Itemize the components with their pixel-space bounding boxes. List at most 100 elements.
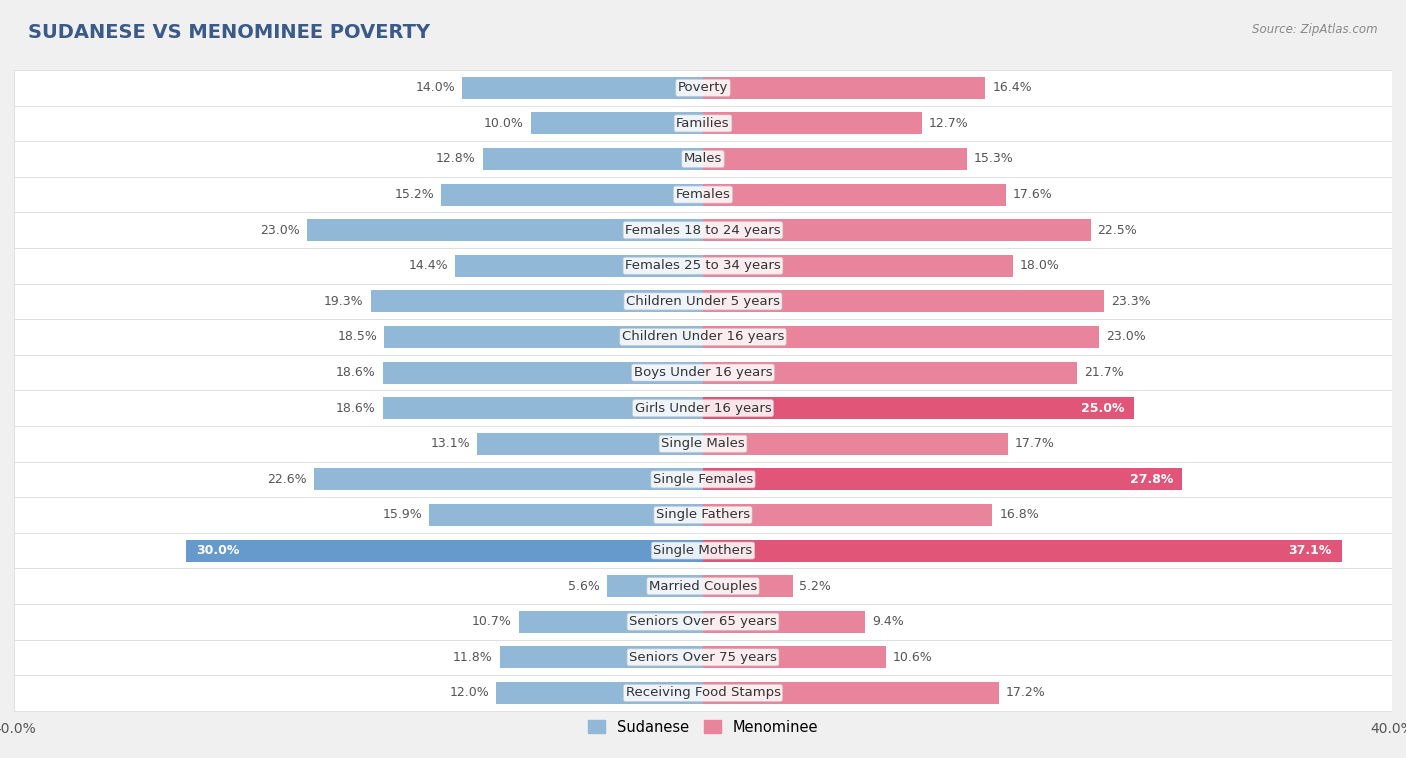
Text: 17.7%: 17.7% — [1015, 437, 1054, 450]
Text: Girls Under 16 years: Girls Under 16 years — [634, 402, 772, 415]
Text: Poverty: Poverty — [678, 81, 728, 94]
Bar — [703, 647, 886, 669]
Bar — [703, 255, 1012, 277]
Text: Males: Males — [683, 152, 723, 165]
Text: 12.7%: 12.7% — [928, 117, 969, 130]
Bar — [14, 70, 1392, 105]
Text: 5.6%: 5.6% — [568, 580, 599, 593]
Bar — [703, 77, 986, 99]
Text: 22.5%: 22.5% — [1098, 224, 1137, 236]
Bar — [703, 219, 1091, 241]
Bar — [14, 177, 1392, 212]
Bar — [14, 248, 1392, 283]
Text: 27.8%: 27.8% — [1130, 473, 1173, 486]
Text: Married Couples: Married Couples — [650, 580, 756, 593]
Text: 19.3%: 19.3% — [323, 295, 364, 308]
Bar — [14, 640, 1392, 675]
Bar — [703, 468, 1182, 490]
Text: 30.0%: 30.0% — [197, 544, 240, 557]
Text: 11.8%: 11.8% — [453, 651, 494, 664]
Text: Seniors Over 65 years: Seniors Over 65 years — [628, 615, 778, 628]
Text: SUDANESE VS MENOMINEE POVERTY: SUDANESE VS MENOMINEE POVERTY — [28, 23, 430, 42]
Text: Boys Under 16 years: Boys Under 16 years — [634, 366, 772, 379]
Text: 5.2%: 5.2% — [800, 580, 831, 593]
Text: 10.7%: 10.7% — [472, 615, 512, 628]
Text: 14.0%: 14.0% — [415, 81, 456, 94]
Text: Single Mothers: Single Mothers — [654, 544, 752, 557]
Bar — [14, 462, 1392, 497]
Text: Single Fathers: Single Fathers — [657, 509, 749, 522]
Text: 18.5%: 18.5% — [337, 330, 377, 343]
Bar — [703, 362, 1077, 384]
Text: 12.0%: 12.0% — [450, 687, 489, 700]
Bar — [703, 183, 1007, 205]
Bar — [482, 148, 703, 170]
Legend: Sudanese, Menominee: Sudanese, Menominee — [582, 714, 824, 741]
Text: 17.2%: 17.2% — [1007, 687, 1046, 700]
Text: 10.0%: 10.0% — [484, 117, 524, 130]
Bar — [14, 533, 1392, 568]
Bar — [382, 362, 703, 384]
Bar — [186, 540, 703, 562]
Bar — [703, 433, 1008, 455]
Text: 23.0%: 23.0% — [260, 224, 299, 236]
Text: 21.7%: 21.7% — [1084, 366, 1123, 379]
Text: Children Under 5 years: Children Under 5 years — [626, 295, 780, 308]
Bar — [371, 290, 703, 312]
Text: Children Under 16 years: Children Under 16 years — [621, 330, 785, 343]
Text: Females 25 to 34 years: Females 25 to 34 years — [626, 259, 780, 272]
Bar — [14, 568, 1392, 604]
Text: 25.0%: 25.0% — [1081, 402, 1125, 415]
Text: Single Females: Single Females — [652, 473, 754, 486]
Text: 23.0%: 23.0% — [1107, 330, 1146, 343]
Bar — [703, 504, 993, 526]
Bar — [606, 575, 703, 597]
Bar — [703, 290, 1104, 312]
Text: 18.0%: 18.0% — [1019, 259, 1060, 272]
Text: 16.8%: 16.8% — [1000, 509, 1039, 522]
Bar — [14, 283, 1392, 319]
Bar — [703, 148, 966, 170]
Text: 16.4%: 16.4% — [993, 81, 1032, 94]
Text: 10.6%: 10.6% — [893, 651, 932, 664]
Text: 12.8%: 12.8% — [436, 152, 475, 165]
Bar — [703, 682, 1000, 704]
Bar — [14, 319, 1392, 355]
Text: Source: ZipAtlas.com: Source: ZipAtlas.com — [1253, 23, 1378, 36]
Bar — [519, 611, 703, 633]
Bar — [314, 468, 703, 490]
Bar — [14, 604, 1392, 640]
Text: 15.9%: 15.9% — [382, 509, 422, 522]
Bar — [14, 355, 1392, 390]
Bar — [14, 390, 1392, 426]
Text: 18.6%: 18.6% — [336, 402, 375, 415]
Bar — [461, 77, 703, 99]
Bar — [703, 326, 1099, 348]
Bar — [384, 326, 703, 348]
Bar — [703, 540, 1341, 562]
Bar — [478, 433, 703, 455]
Bar — [703, 575, 793, 597]
Bar — [496, 682, 703, 704]
Text: Females: Females — [675, 188, 731, 201]
Bar — [703, 611, 865, 633]
Text: 37.1%: 37.1% — [1288, 544, 1331, 557]
Bar — [531, 112, 703, 134]
Text: 18.6%: 18.6% — [336, 366, 375, 379]
Bar — [499, 647, 703, 669]
Bar — [307, 219, 703, 241]
Text: 13.1%: 13.1% — [430, 437, 471, 450]
Bar — [382, 397, 703, 419]
Text: Seniors Over 75 years: Seniors Over 75 years — [628, 651, 778, 664]
Text: Receiving Food Stamps: Receiving Food Stamps — [626, 687, 780, 700]
Text: 15.3%: 15.3% — [973, 152, 1014, 165]
Bar — [14, 141, 1392, 177]
Text: Single Males: Single Males — [661, 437, 745, 450]
Bar — [703, 112, 922, 134]
Text: 15.2%: 15.2% — [395, 188, 434, 201]
Bar — [456, 255, 703, 277]
Text: 14.4%: 14.4% — [409, 259, 449, 272]
Bar — [703, 397, 1133, 419]
Text: 17.6%: 17.6% — [1012, 188, 1053, 201]
Text: 9.4%: 9.4% — [872, 615, 904, 628]
